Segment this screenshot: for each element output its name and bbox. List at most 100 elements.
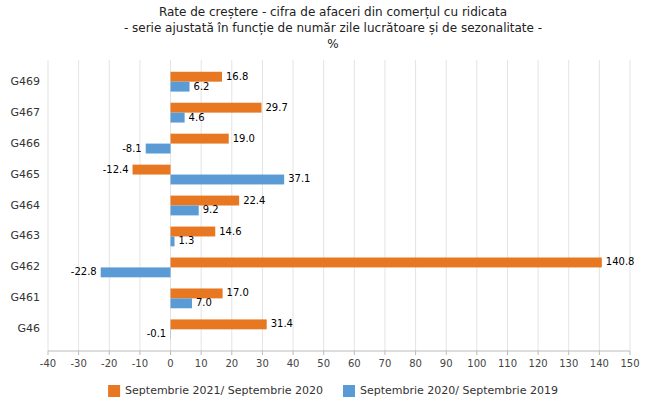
x-tick-label: 20 [225, 358, 238, 369]
x-tick-label: -20 [101, 358, 117, 369]
x-tick [323, 351, 324, 355]
data-label: -8.1 [122, 143, 142, 154]
bar [146, 144, 171, 154]
data-label: 14.6 [219, 226, 241, 237]
x-tick-label: 30 [256, 358, 269, 369]
grid-line [507, 60, 508, 351]
data-label: 1.3 [179, 235, 195, 246]
legend-label: Septembrie 2021/ Septembrie 2020 [125, 384, 323, 397]
x-tick [476, 351, 477, 355]
x-tick [231, 351, 232, 355]
y-tick-label: G463 [10, 229, 40, 242]
grid-line [109, 60, 110, 351]
x-tick [293, 351, 294, 355]
y-tick-label: G462 [10, 260, 40, 273]
bar [170, 329, 171, 339]
chart: Rate de creștere - cifra de afaceri din … [0, 0, 666, 409]
x-tick [262, 351, 263, 355]
grid-line [568, 60, 569, 351]
data-label: -12.4 [103, 164, 129, 175]
grid-line [415, 60, 416, 351]
title: Rate de creștere - cifra de afaceri din … [124, 5, 542, 51]
x-tick [507, 351, 508, 355]
x-tick [170, 351, 171, 355]
y-tick-label: G469 [10, 75, 40, 88]
chart-container: Rate de creștere - cifra de afaceri din … [0, 0, 666, 409]
bar [171, 206, 199, 216]
x-tick [538, 351, 539, 355]
grid-line [538, 60, 539, 351]
data-label: 7.0 [196, 297, 212, 308]
bar [171, 82, 190, 92]
bar [171, 113, 185, 123]
bar [101, 267, 171, 277]
x-tick-label: -40 [40, 358, 56, 369]
x-tick-label: 120 [529, 358, 548, 369]
x-tick [630, 351, 631, 355]
title-line: Rate de creștere - cifra de afaceri din … [159, 5, 507, 19]
x-tick [568, 351, 569, 355]
bar [171, 319, 267, 329]
data-label: -0.1 [147, 328, 167, 339]
grid-line [446, 60, 447, 351]
grid-line [48, 60, 49, 351]
data-label: 19.0 [233, 133, 255, 144]
legend: Septembrie 2021/ Septembrie 2020 Septembr… [108, 384, 558, 397]
data-label: 22.4 [243, 195, 265, 206]
x-tick-label: 150 [620, 358, 639, 369]
data-label: -22.8 [71, 266, 97, 277]
data-label: 17.0 [227, 287, 249, 298]
x-tick-label: -30 [70, 358, 86, 369]
x-axis: -40-30-20-100102030405060708090100110120… [40, 351, 640, 369]
data-label: 4.6 [189, 112, 205, 123]
x-tick-label: 70 [379, 358, 392, 369]
bar [171, 134, 229, 144]
y-tick-label: G46 [17, 322, 40, 335]
bar [171, 258, 602, 268]
x-tick [354, 351, 355, 355]
data-label: 37.1 [288, 173, 310, 184]
x-tick [78, 351, 79, 355]
title-line: % [327, 37, 338, 51]
title-line: - serie ajustată în funcție de număr zil… [124, 21, 542, 35]
bar [171, 103, 262, 113]
grid-line [599, 60, 600, 351]
x-tick [139, 351, 140, 355]
x-tick-label: 50 [317, 358, 330, 369]
bar [171, 298, 192, 308]
x-tick [201, 351, 202, 355]
bar [171, 236, 175, 246]
y-tick-label: G464 [10, 199, 40, 212]
legend-swatch [108, 385, 120, 397]
x-tick-label: 40 [287, 358, 300, 369]
legend-label: Septembrie 2020/ Septembrie 2019 [360, 384, 558, 397]
bar [171, 175, 285, 185]
x-tick-label: 110 [498, 358, 517, 369]
legend-item: Septembrie 2020/ Septembrie 2019 [343, 384, 558, 397]
x-tick-label: -10 [132, 358, 148, 369]
bars [101, 72, 602, 339]
data-label: 6.2 [194, 81, 210, 92]
grid-line [323, 60, 324, 351]
y-tick-label: G466 [10, 137, 40, 150]
y-tick-label: G467 [10, 106, 40, 119]
x-tick [446, 351, 447, 355]
data-labels: 31.417.0140.814.622.4-12.419.029.716.8-0… [71, 71, 635, 340]
x-tick-label: 100 [467, 358, 486, 369]
x-axis-line [48, 351, 630, 352]
x-tick [48, 351, 49, 355]
grid-line [293, 60, 294, 351]
x-tick-label: 60 [348, 358, 361, 369]
legend-swatch [343, 385, 355, 397]
x-tick-label: 10 [195, 358, 208, 369]
grid-line [78, 60, 79, 351]
grid-line [476, 60, 477, 351]
y-axis: G46G461G462G463G464G465G466G467G469 [10, 75, 40, 336]
data-label: 140.8 [606, 256, 635, 267]
x-tick-label: 140 [590, 358, 609, 369]
x-tick [384, 351, 385, 355]
grid-line [630, 60, 631, 351]
data-label: 29.7 [266, 102, 288, 113]
data-label: 16.8 [226, 71, 248, 82]
x-tick [109, 351, 110, 355]
